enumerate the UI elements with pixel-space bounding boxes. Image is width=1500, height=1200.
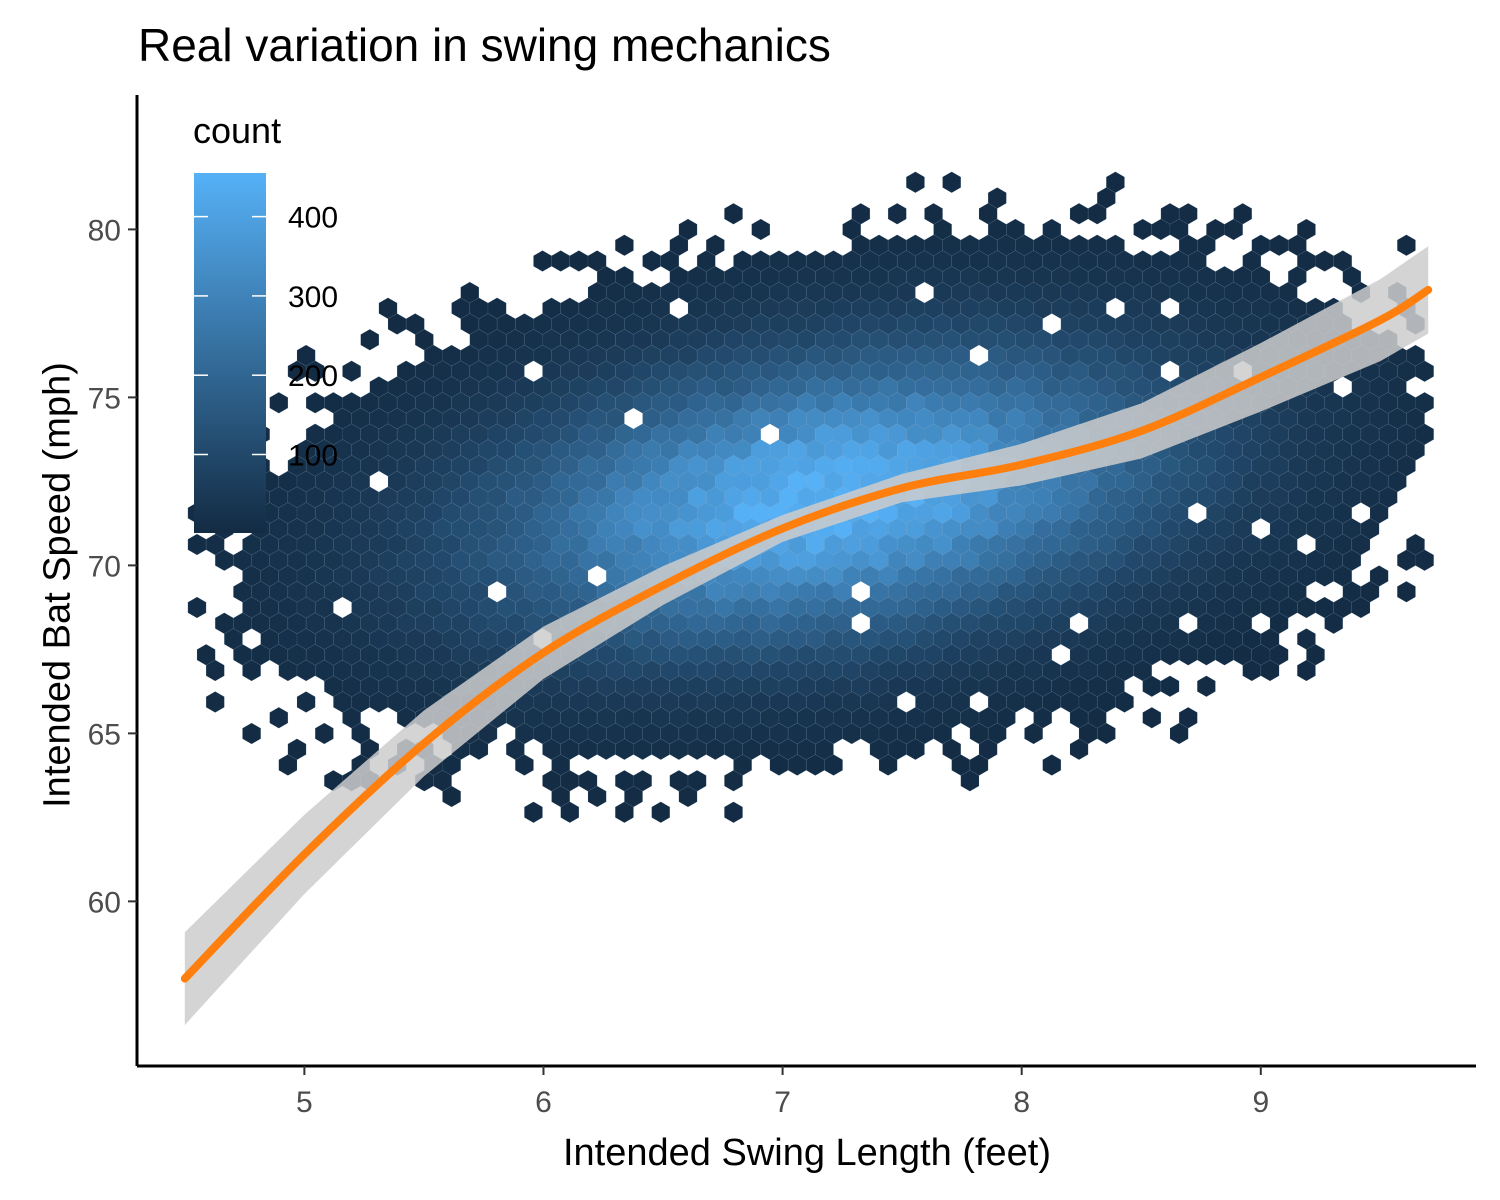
colorbar-tick-label: 400 [288, 202, 338, 235]
hex-cell [242, 659, 261, 682]
y-tick-label: 65 [88, 718, 121, 751]
hex-cell [1069, 203, 1089, 225]
hex-cell [751, 218, 771, 241]
hexbin-cells [187, 171, 1434, 824]
hex-cell [1115, 691, 1134, 713]
hex-cell [1042, 754, 1062, 776]
hex-cell [1133, 218, 1153, 241]
hex-cell [442, 785, 461, 808]
x-tick-label: 8 [1013, 1086, 1030, 1119]
hex-cell [942, 171, 962, 194]
hex-cell [1397, 234, 1416, 257]
hex-cell [1096, 722, 1116, 745]
hex-cell [1351, 596, 1371, 619]
hex-cell [587, 785, 607, 808]
hex-cell [724, 203, 743, 225]
y-tick-label: 80 [88, 214, 121, 247]
hex-cell [878, 754, 898, 776]
hex-cell [1415, 549, 1434, 572]
colorbar-tick-label: 100 [288, 439, 338, 472]
y-axis-label: Intended Bat Speed (mph) [36, 362, 79, 808]
hex-cell [342, 360, 361, 383]
hex-cell [615, 801, 634, 824]
hex-cell [569, 250, 589, 272]
smooth-line [180, 285, 1433, 983]
y-tick-label: 60 [88, 886, 121, 919]
hex-cell [305, 360, 325, 383]
axes: 5 6 7 8 9 60 65 70 75 80 [88, 95, 1476, 1119]
hex-cell [651, 801, 671, 824]
hex-cell [824, 754, 843, 776]
hex-cell [1260, 659, 1280, 682]
hex-cell [551, 250, 571, 272]
hex-cell [1297, 659, 1316, 682]
hex-cell [960, 770, 980, 792]
color-legend: 100 200 300 400 [194, 173, 338, 533]
hex-cell [187, 533, 207, 556]
legend-title: count [193, 110, 282, 151]
x-axis-label: Intended Swing Length (feet) [562, 1132, 1051, 1174]
hex-cell [314, 722, 334, 745]
hex-cell [1087, 203, 1107, 225]
hex-cell [205, 659, 225, 682]
hex-cell [1224, 218, 1243, 241]
hex-cell [360, 329, 380, 351]
hex-cell [1024, 722, 1043, 745]
x-tick-label: 6 [535, 1086, 552, 1119]
hex-cell [1169, 722, 1189, 745]
hex-cell [205, 691, 225, 713]
hex-cell [305, 392, 325, 414]
hex-cell [1142, 707, 1162, 729]
colorbar-tick-label: 200 [288, 360, 338, 393]
x-tick-label: 9 [1252, 1086, 1269, 1119]
hex-cell [906, 171, 925, 194]
colorbar-tick-label: 300 [288, 281, 338, 314]
x-tick-label: 5 [296, 1086, 313, 1119]
hex-cell [278, 754, 298, 776]
hex-cell [887, 203, 907, 225]
hex-cell [1160, 675, 1180, 698]
hex-cell [1315, 250, 1334, 272]
hex-cell [524, 801, 543, 824]
hex-cell [533, 250, 552, 272]
hex-cell [724, 801, 743, 824]
y-tick-label: 75 [88, 382, 121, 415]
hex-cell [187, 596, 207, 619]
hex-cell [296, 691, 316, 713]
hex-cell [724, 770, 743, 792]
hex-cell [1269, 234, 1289, 257]
hex-cell [269, 707, 289, 729]
chart-title: Real variation in swing mechanics [138, 19, 831, 71]
hex-cell [906, 738, 925, 761]
hex-cell [678, 785, 698, 808]
colorbar [194, 173, 266, 533]
hex-cell [1324, 612, 1344, 635]
hex-cell [615, 234, 634, 257]
hex-cell [1197, 675, 1216, 698]
hex-cell [269, 392, 289, 414]
hex-cell [1415, 360, 1434, 383]
hex-cell [1397, 581, 1416, 603]
x-tick-label: 7 [774, 1086, 791, 1119]
hex-cell [1069, 738, 1089, 761]
y-tick-label: 70 [88, 550, 121, 583]
hex-cell [642, 250, 662, 272]
hex-cell [560, 801, 580, 824]
smooth-line-group [180, 285, 1433, 983]
hex-cell [515, 754, 534, 776]
hex-cell [242, 722, 261, 745]
hex-cell [469, 738, 489, 761]
